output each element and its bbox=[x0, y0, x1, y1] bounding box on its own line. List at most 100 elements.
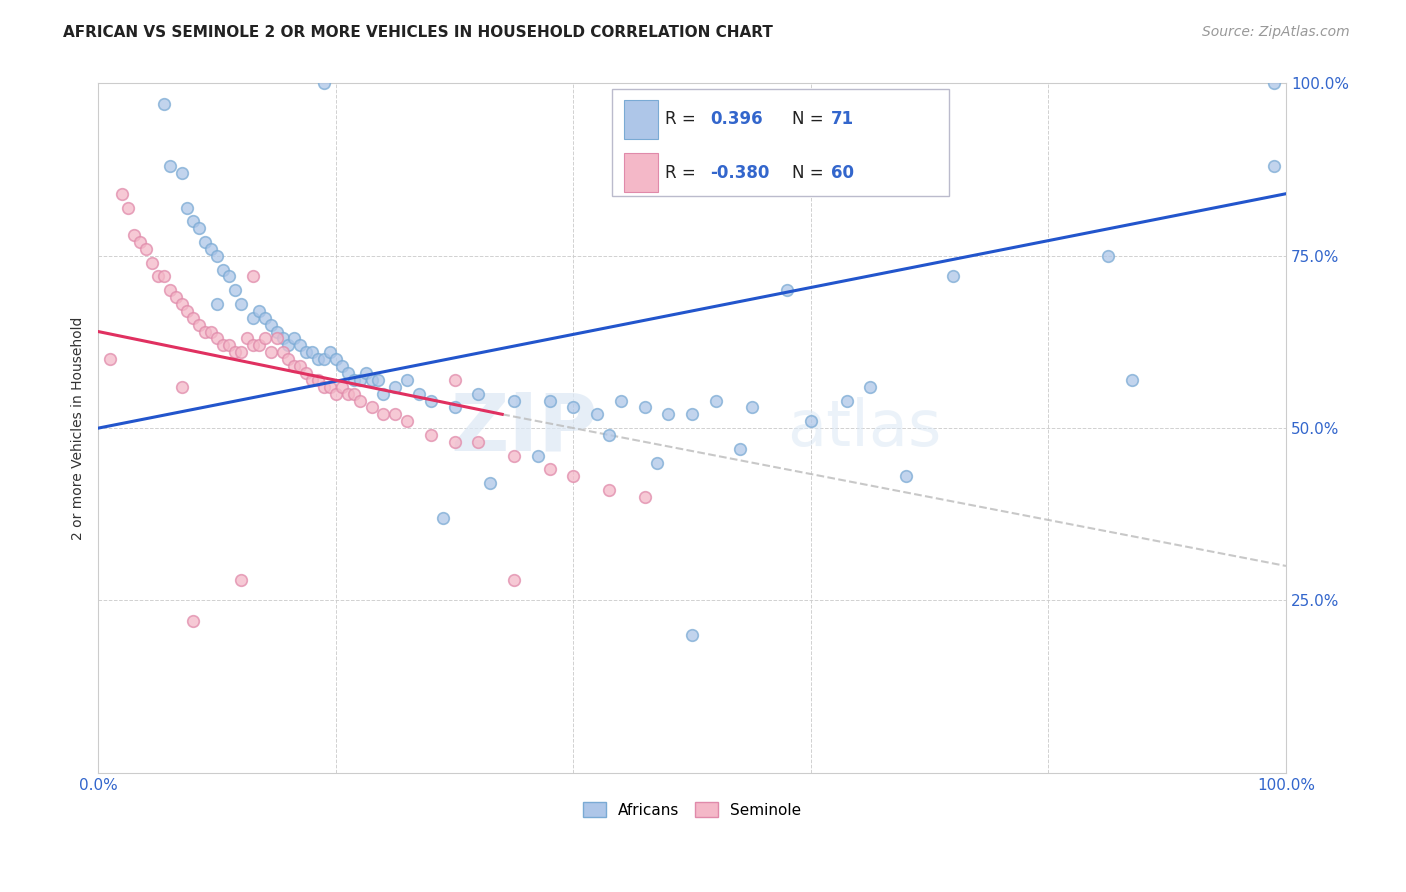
Point bbox=[373, 407, 395, 421]
Point bbox=[277, 338, 299, 352]
Point bbox=[242, 338, 264, 352]
Point bbox=[325, 386, 347, 401]
Point bbox=[229, 345, 252, 359]
Point bbox=[295, 366, 318, 380]
Point bbox=[152, 97, 174, 112]
Text: Source: ZipAtlas.com: Source: ZipAtlas.com bbox=[1202, 25, 1350, 39]
Point bbox=[194, 235, 217, 249]
Point bbox=[165, 290, 187, 304]
Text: N =: N = bbox=[792, 111, 823, 128]
Point bbox=[307, 352, 329, 367]
Point bbox=[170, 166, 193, 180]
Point bbox=[176, 201, 198, 215]
Text: ZIP: ZIP bbox=[450, 389, 598, 467]
Point bbox=[312, 77, 335, 91]
Point bbox=[366, 373, 388, 387]
Text: R =: R = bbox=[665, 111, 696, 128]
Point bbox=[117, 201, 139, 215]
Point bbox=[176, 304, 198, 318]
Point bbox=[538, 462, 561, 476]
Point bbox=[741, 401, 763, 415]
Point bbox=[152, 269, 174, 284]
Point bbox=[420, 393, 443, 408]
Point bbox=[384, 380, 406, 394]
Point bbox=[681, 628, 703, 642]
Point bbox=[503, 573, 526, 587]
Point bbox=[183, 214, 205, 228]
Point bbox=[129, 235, 152, 249]
Point bbox=[205, 297, 228, 311]
Point bbox=[336, 366, 359, 380]
Point bbox=[290, 338, 312, 352]
Point bbox=[247, 304, 270, 318]
Point bbox=[894, 469, 917, 483]
Point bbox=[312, 352, 335, 367]
Point bbox=[218, 269, 240, 284]
Point bbox=[159, 283, 181, 297]
Point bbox=[319, 345, 342, 359]
Point bbox=[295, 345, 318, 359]
Point bbox=[408, 386, 430, 401]
Point bbox=[170, 380, 193, 394]
Point bbox=[835, 393, 858, 408]
Point bbox=[360, 373, 382, 387]
Point bbox=[562, 401, 585, 415]
Y-axis label: 2 or more Vehicles in Household: 2 or more Vehicles in Household bbox=[72, 317, 86, 540]
Point bbox=[336, 386, 359, 401]
Point bbox=[610, 393, 633, 408]
Point bbox=[259, 318, 281, 332]
Point bbox=[634, 490, 657, 504]
Point bbox=[170, 297, 193, 311]
Point bbox=[200, 242, 222, 256]
Point bbox=[146, 269, 169, 284]
Point bbox=[122, 228, 145, 243]
Point bbox=[229, 573, 252, 587]
Point bbox=[384, 407, 406, 421]
Point bbox=[319, 380, 342, 394]
Point bbox=[205, 331, 228, 345]
Point bbox=[776, 283, 799, 297]
Point bbox=[420, 428, 443, 442]
Point bbox=[224, 345, 246, 359]
Point bbox=[212, 338, 235, 352]
Point bbox=[349, 393, 371, 408]
Point bbox=[301, 345, 323, 359]
Point bbox=[598, 428, 620, 442]
Text: 71: 71 bbox=[831, 111, 853, 128]
Point bbox=[1121, 373, 1143, 387]
Point bbox=[253, 310, 276, 325]
Point bbox=[307, 373, 329, 387]
Point bbox=[212, 262, 235, 277]
Point bbox=[188, 221, 211, 235]
Point bbox=[205, 249, 228, 263]
Text: 0.396: 0.396 bbox=[710, 111, 762, 128]
Point bbox=[283, 359, 305, 373]
Point bbox=[728, 442, 751, 456]
Text: -0.380: -0.380 bbox=[710, 164, 769, 182]
Point bbox=[183, 614, 205, 628]
Point bbox=[349, 373, 371, 387]
Point bbox=[183, 310, 205, 325]
Point bbox=[135, 242, 157, 256]
Point bbox=[479, 476, 502, 491]
Point bbox=[159, 159, 181, 173]
Point bbox=[330, 380, 353, 394]
Point bbox=[236, 331, 259, 345]
Point bbox=[681, 407, 703, 421]
Point bbox=[1263, 77, 1285, 91]
Point bbox=[200, 325, 222, 339]
Point bbox=[141, 255, 163, 269]
Point bbox=[259, 345, 281, 359]
Point bbox=[432, 510, 454, 524]
Point bbox=[467, 434, 489, 449]
Point bbox=[194, 325, 217, 339]
Point bbox=[277, 352, 299, 367]
Point bbox=[1097, 249, 1119, 263]
Point bbox=[538, 393, 561, 408]
Text: atlas: atlas bbox=[787, 397, 942, 459]
Point bbox=[1263, 159, 1285, 173]
Point bbox=[266, 331, 288, 345]
Point bbox=[253, 331, 276, 345]
Point bbox=[586, 407, 609, 421]
Point bbox=[343, 373, 366, 387]
